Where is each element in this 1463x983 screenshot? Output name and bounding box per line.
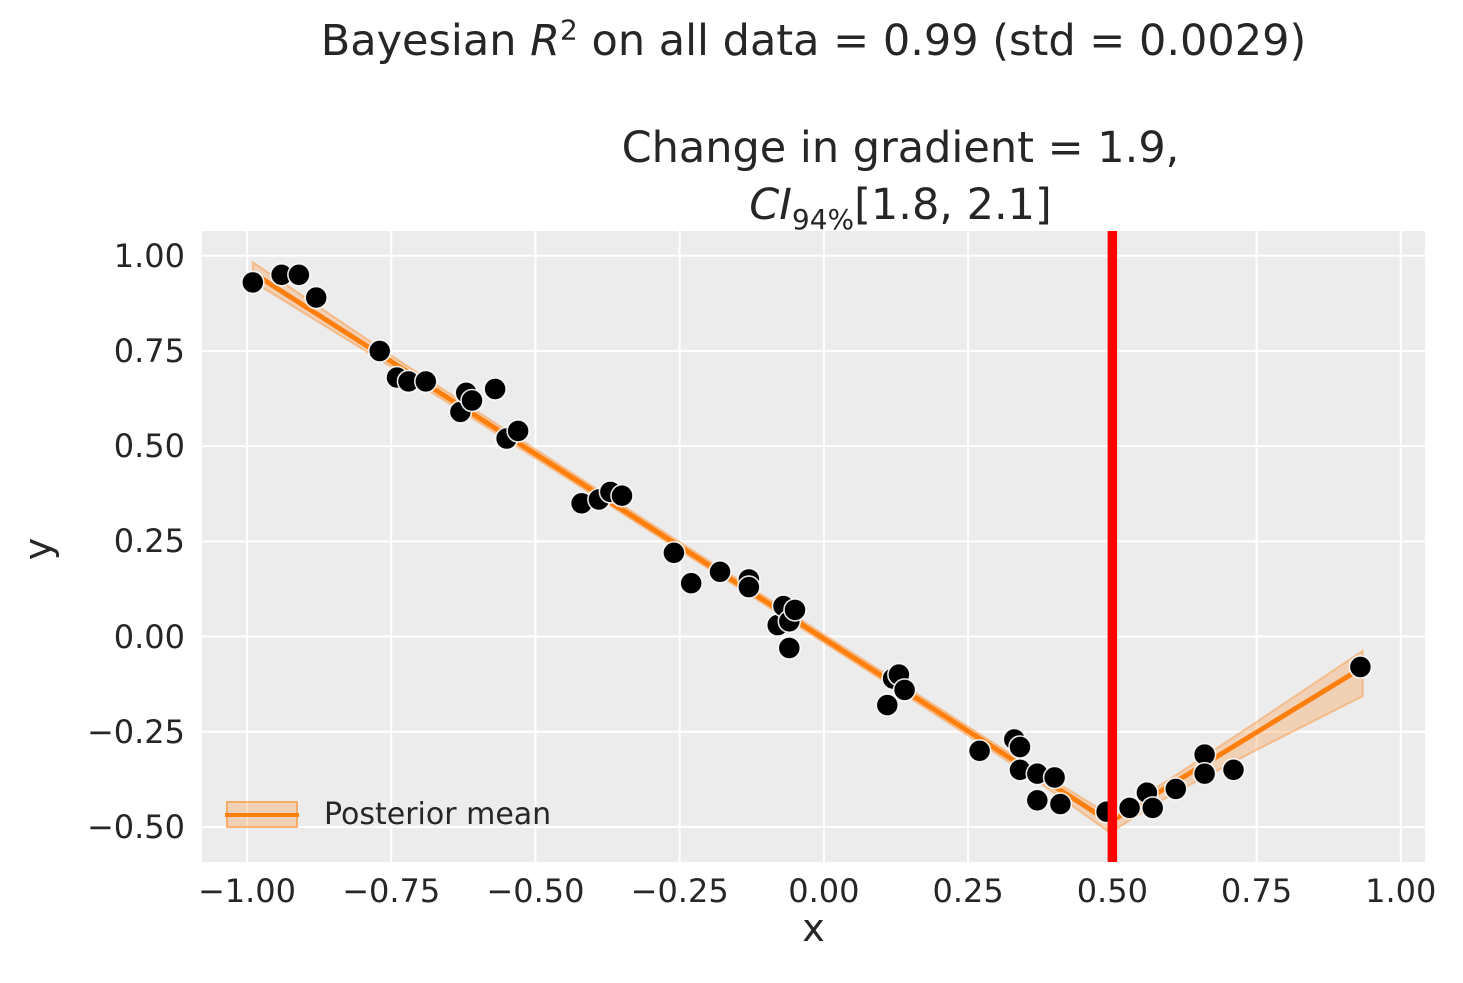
x-tick-label: 0.00 xyxy=(788,872,860,910)
scatter-point xyxy=(460,388,484,413)
y-tick-label: 0.25 xyxy=(113,522,185,561)
scatter-point xyxy=(1048,792,1073,816)
scatter-point xyxy=(708,559,732,584)
scatter-point xyxy=(1221,757,1246,782)
x-tick-label: −1.00 xyxy=(197,872,297,910)
x-tick-label: 0.75 xyxy=(1220,872,1293,910)
scatter-point xyxy=(1163,777,1188,801)
scatter-point xyxy=(240,270,265,295)
y-tick-label: 0.00 xyxy=(113,617,185,656)
title-exponent: 2 xyxy=(560,13,578,47)
x-tick-label: −0.50 xyxy=(486,872,585,910)
scatter-point xyxy=(506,419,530,443)
chart-title: Bayesian R2 on all data = 0.99 (std = 0.… xyxy=(202,16,1425,68)
plot-canvas xyxy=(202,231,1425,862)
scatter-point xyxy=(287,262,311,287)
title-math-variable: R xyxy=(530,16,561,66)
legend-swatch-line xyxy=(225,812,299,817)
x-tick-label: 0.25 xyxy=(932,872,1004,910)
scatter-point xyxy=(1117,796,1142,820)
plot-area: Posterior mean xyxy=(202,231,1425,862)
scatter-point xyxy=(875,693,900,717)
scatter-point xyxy=(662,540,686,565)
scatter-point xyxy=(304,285,328,310)
scatter-point xyxy=(367,339,392,363)
chart-subtitle: Change in gradient = 1.9, CI94%[1.8, 2.1… xyxy=(289,120,1463,234)
legend-label: Posterior mean xyxy=(324,797,552,832)
scatter-point xyxy=(1348,655,1373,679)
legend-swatch-band xyxy=(225,801,299,828)
x-tick-label: −0.75 xyxy=(342,872,441,910)
scatter-point xyxy=(679,571,704,596)
title-text-1: Bayesian xyxy=(320,16,531,66)
scatter-point xyxy=(1192,761,1217,786)
y-tick-label: 0.75 xyxy=(113,331,185,370)
scatter-point xyxy=(777,636,802,660)
y-tick-label: 0.50 xyxy=(113,427,185,466)
ci-label: CI xyxy=(749,180,792,231)
scatter-point xyxy=(737,575,761,599)
y-tick-label: −0.25 xyxy=(86,712,185,751)
scatter-point xyxy=(1008,735,1032,759)
scatter-point xyxy=(483,377,507,401)
subtitle-line-2: CI94%[1.8, 2.1] xyxy=(289,177,1463,234)
legend: Posterior mean xyxy=(225,797,552,832)
title-text-2: on all data = 0.99 (std = 0.0029) xyxy=(577,16,1307,66)
scatter-point xyxy=(892,678,917,702)
y-tick-label: −0.50 xyxy=(86,807,185,846)
scatter-point xyxy=(1025,788,1050,813)
scatter-point xyxy=(1042,765,1067,790)
scatter-point xyxy=(1140,796,1165,820)
subtitle-line-1: Change in gradient = 1.9, xyxy=(621,123,1180,173)
x-axis-label: x xyxy=(802,906,825,950)
ci-level: 94% xyxy=(791,203,855,237)
scatter-point xyxy=(610,483,634,508)
scatter-point xyxy=(967,738,992,763)
changepoint-vline xyxy=(1107,231,1118,862)
x-tick-label: 0.50 xyxy=(1076,872,1148,910)
scatter-point xyxy=(414,369,438,394)
y-tick-label: 1.00 xyxy=(113,236,185,275)
ci-interval: [1.8, 2.1] xyxy=(854,180,1052,231)
x-tick-label: −0.25 xyxy=(630,872,729,910)
scatter-point xyxy=(783,598,807,622)
x-tick-label: 1.00 xyxy=(1365,872,1437,910)
